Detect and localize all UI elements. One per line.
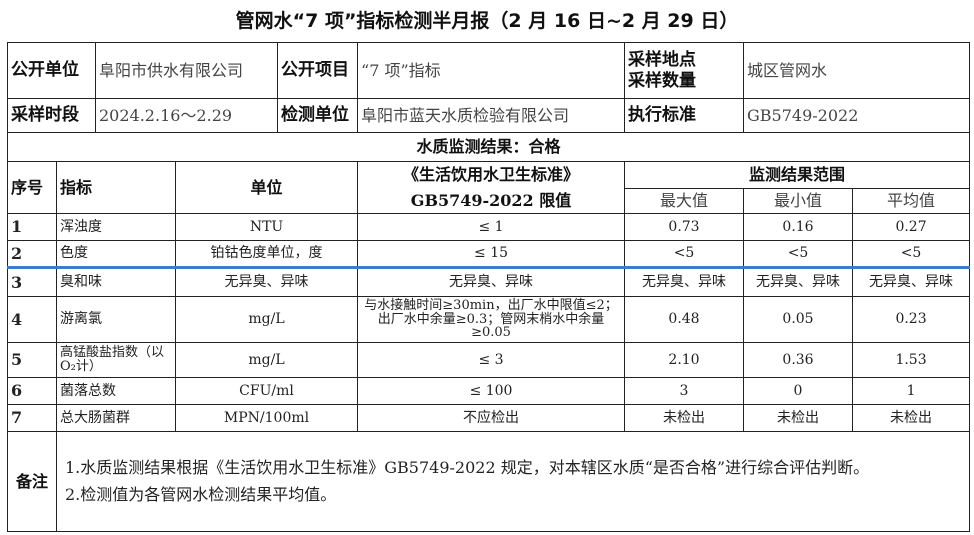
row-min: 0.36 (743, 342, 854, 378)
row-unit: 无异臭、异味 (174, 267, 359, 297)
note-2: 2.检测值为各管网水检测结果平均值。 (65, 484, 337, 504)
table-row: 1 浑浊度 NTU ≤ 1 0.73 0.16 0.27 (7, 213, 971, 241)
lab-label: 检测单位 (277, 98, 359, 133)
period-label: 采样时段 (7, 98, 96, 133)
period-value: 2024.2.16～2.29 (94, 98, 279, 133)
row-no: 2 (7, 240, 57, 269)
row-min: 0.05 (743, 296, 854, 343)
info-row-1: 公开单位 阜阳市供水有限公司 公开项目 “7 项”指标 采样地点 采样数量 城区管… (7, 42, 971, 99)
row-indicator: 总大肠菌群 (56, 404, 176, 432)
header-no: 序号 (7, 161, 57, 214)
standard-label: 执行标准 (624, 98, 745, 133)
row-indicator: 臭和味 (56, 267, 176, 297)
row-min: 无异臭、异味 (743, 267, 854, 297)
header-limit: 《生活饮用水卫生标准》 GB5749-2022 限值 (357, 161, 626, 214)
site-label-line2: 采样数量 (628, 70, 697, 91)
row-no: 3 (7, 267, 57, 297)
item-label: 公开项目 (277, 42, 359, 99)
row-max: 3 (624, 377, 745, 405)
site-label-line1: 采样地点 (628, 50, 697, 71)
table-row: 6 菌落总数 CFU/ml ≤ 100 3 0 1 (7, 377, 971, 405)
row-max: <5 (624, 240, 745, 269)
row-indicator: 浑浊度 (56, 213, 176, 241)
note-1: 1.水质监测结果根据《生活饮用水卫生标准》GB5749-2022 规定，对本辖区… (65, 458, 870, 478)
header-range: 监测结果范围 (624, 161, 971, 189)
item-value: “7 项”指标 (357, 42, 626, 99)
row-unit: 铂钴色度单位，度 (174, 240, 359, 269)
publisher-value: 阜阳市供水有限公司 (94, 42, 279, 99)
row-min: 0.16 (743, 213, 854, 241)
row-max: 0.73 (624, 213, 745, 241)
table-row: 2 色度 铂钴色度单位，度 ≤ 15 <5 <5 <5 (7, 240, 971, 269)
row-min: <5 (743, 240, 854, 269)
result-line: 水质监测结果：合格 (6, 132, 971, 162)
row-unit: CFU/ml (174, 377, 359, 405)
row-max: 2.10 (624, 342, 745, 378)
site-value: 城区管网水 (743, 42, 971, 99)
row-avg: 未检出 (852, 404, 971, 432)
row-unit: NTU (174, 213, 359, 241)
table-row: 4 游离氯 mg/L 与水接触时间≥30min，出厂水中限值≤2；出厂水中余量≥0.3… (7, 296, 971, 343)
row-limit: 无异臭、异味 (357, 267, 626, 297)
notes-content: 1.水质监测结果根据《生活饮用水卫生标准》GB5749-2022 规定，对本辖区… (55, 431, 971, 532)
row-unit: MPN/100ml (174, 404, 359, 432)
info-row-2: 采样时段 2024.2.16～2.29 检测单位 阜阳市蓝天水质检验有限公司 执… (7, 98, 971, 133)
header-avg: 平均值 (852, 188, 971, 214)
table-row: 5 高锰酸盐指数（以O₂计） mg/L ≤ 3 2.10 0.36 1.53 (7, 342, 971, 378)
row-min: 0 (743, 377, 854, 405)
row-avg: 1.53 (852, 342, 971, 378)
header-indicator: 指标 (56, 161, 176, 214)
row-indicator: 高锰酸盐指数（以O₂计） (56, 342, 176, 378)
row-max: 0.48 (624, 296, 745, 343)
row-no: 6 (7, 377, 57, 405)
row-limit: ≤ 100 (357, 377, 626, 405)
row-avg: 0.23 (852, 296, 971, 343)
table-row: 7 总大肠菌群 MPN/100ml 不应检出 未检出 未检出 未检出 (7, 404, 971, 432)
publisher-label: 公开单位 (7, 42, 96, 99)
row-unit: mg/L (174, 342, 359, 378)
row-no: 4 (7, 296, 57, 343)
row-no: 5 (7, 342, 57, 378)
header-limit-line1: 《生活饮用水卫生标准》 (403, 165, 580, 185)
report-table: 公开单位 阜阳市供水有限公司 公开项目 “7 项”指标 采样地点 采样数量 城区管… (6, 42, 971, 532)
row-indicator: 色度 (56, 240, 176, 269)
header-limit-line2: GB5749-2022 限值 (410, 190, 572, 210)
row-limit: ≤ 3 (357, 342, 626, 378)
header-min: 最小值 (743, 188, 854, 214)
row-no: 1 (7, 213, 57, 241)
standard-value: GB5749-2022 (743, 98, 971, 133)
row-limit: 与水接触时间≥30min，出厂水中限值≤2；出厂水中余量≥0.3；管网末梢水中余… (357, 296, 626, 343)
report-title: 管网水“7 项”指标检测半月报（2 月 16 日~2 月 29 日） (235, 10, 739, 32)
row-avg: 1 (852, 377, 971, 405)
lab-value: 阜阳市蓝天水质检验有限公司 (357, 98, 626, 133)
row-unit: mg/L (174, 296, 359, 343)
row-avg: 0.27 (852, 213, 971, 241)
row-limit: 不应检出 (357, 404, 626, 432)
row-no: 7 (7, 404, 57, 432)
row-avg: 无异臭、异味 (852, 267, 971, 297)
row-indicator: 游离氯 (56, 296, 176, 343)
row-max: 无异臭、异味 (624, 267, 745, 297)
row-limit: ≤ 15 (357, 240, 626, 269)
row-max: 未检出 (624, 404, 745, 432)
header-unit: 单位 (174, 161, 359, 214)
row-limit: ≤ 1 (357, 213, 626, 241)
row-min: 未检出 (743, 404, 854, 432)
header-max: 最大值 (624, 188, 745, 214)
notes-label: 备注 (7, 431, 57, 532)
row-indicator: 菌落总数 (56, 377, 176, 405)
site-label: 采样地点 采样数量 (624, 42, 745, 99)
table-row: 3 臭和味 无异臭、异味 无异臭、异味 无异臭、异味 无异臭、异味 无异臭、异味 (7, 267, 971, 297)
row-avg: <5 (852, 240, 971, 269)
